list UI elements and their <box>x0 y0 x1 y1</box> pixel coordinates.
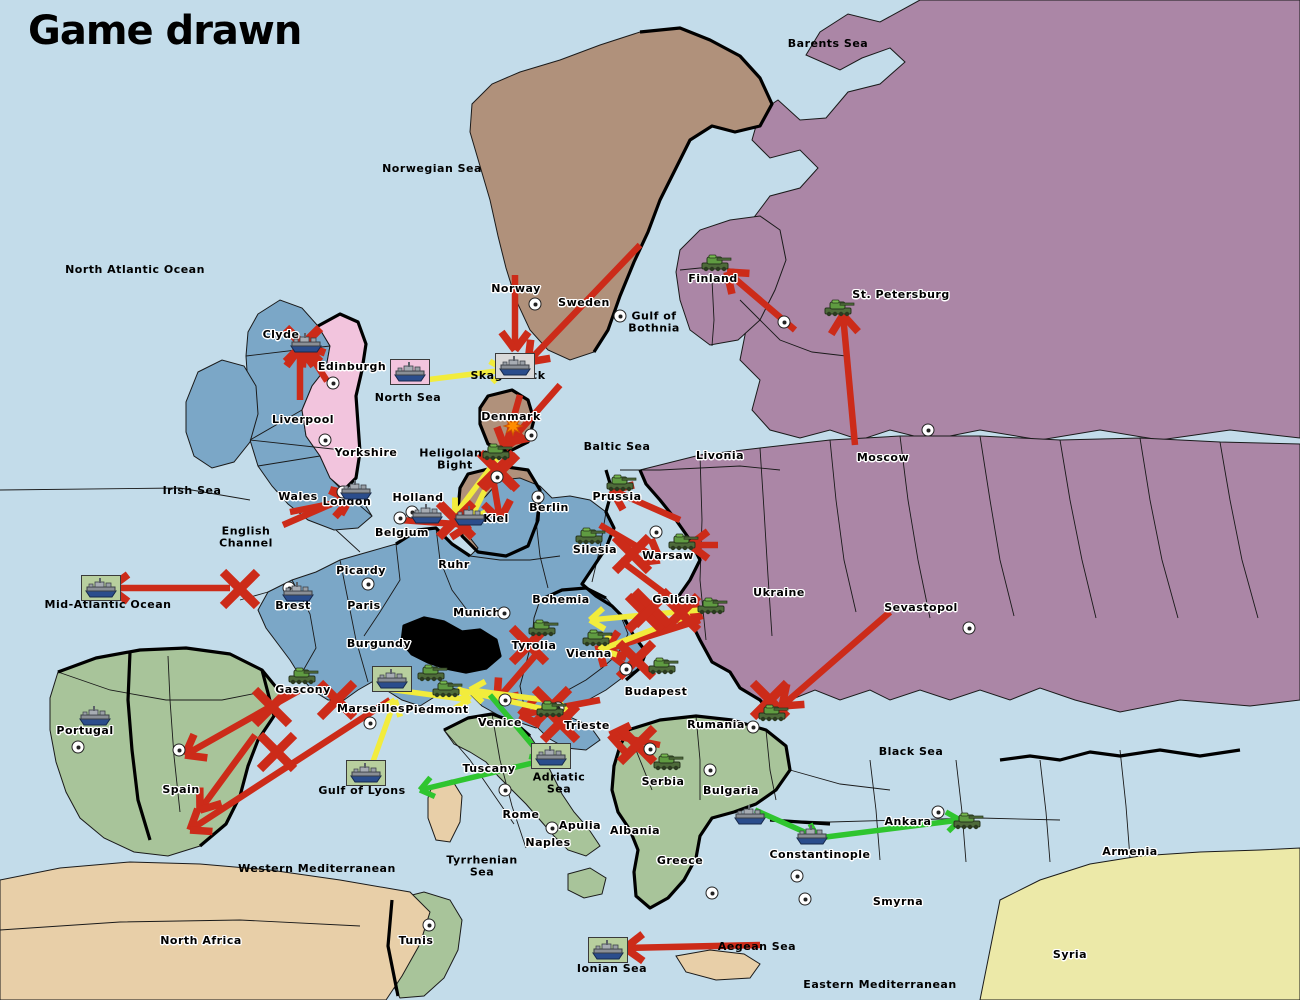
supply-center-dot-sweden <box>613 309 627 323</box>
unit-fleet-brest[interactable] <box>279 580 317 604</box>
unit-army-silesia[interactable] <box>571 523 609 547</box>
supply-center-dot-munich <box>497 606 511 620</box>
unit-army-budapest[interactable] <box>644 653 682 677</box>
unit-army-vienna[interactable] <box>578 625 616 649</box>
unit-army-tyrolia[interactable] <box>524 615 562 639</box>
supply-center-dot-sevastopol <box>962 621 976 635</box>
supply-center-dot-rumania <box>746 720 760 734</box>
supply-center-dot-serbia <box>643 742 657 756</box>
unit-army-denmark[interactable] <box>478 439 516 463</box>
unit-army-gascony[interactable] <box>284 663 322 687</box>
unit-army-rumania[interactable] <box>754 700 792 724</box>
supply-center-dot-constantinople <box>790 869 804 883</box>
unit-army-galicia[interactable] <box>693 593 731 617</box>
supply-center-dot-paris <box>361 577 375 591</box>
supply-center-dot-st-petersburg <box>777 315 791 329</box>
unit-army-venice[interactable] <box>428 676 466 700</box>
unit-fleet-ionian-sea[interactable] <box>588 937 628 963</box>
unit-fleet-portugal[interactable] <box>76 704 114 728</box>
supply-center-dot-smyrna <box>798 892 812 906</box>
unit-army-prussia[interactable] <box>602 470 640 494</box>
unit-fleet-marseilles[interactable] <box>372 666 412 692</box>
unit-army-st-petersburg[interactable] <box>820 295 858 319</box>
supply-center-dot-warsaw <box>649 525 663 539</box>
unit-fleet-constantinople[interactable] <box>793 823 831 847</box>
unit-army-piedmont[interactable] <box>413 660 451 684</box>
supply-center-dot-norway <box>528 297 542 311</box>
unit-fleet-holland[interactable] <box>408 502 446 526</box>
unit-army-serbia[interactable] <box>649 749 687 773</box>
unit-army-ankara[interactable] <box>949 808 987 832</box>
supply-center-dot-venice <box>498 693 512 707</box>
unit-fleet-skagerrack[interactable] <box>495 353 535 379</box>
unit-fleet-north-sea[interactable] <box>390 359 430 385</box>
supply-center-dot-kiel <box>490 470 504 484</box>
supply-center-dot-berlin <box>531 490 545 504</box>
page-title: Game drawn <box>28 8 302 54</box>
unit-fleet-kiel[interactable] <box>451 504 489 528</box>
supply-center-dot-naples <box>545 821 559 835</box>
supply-center-dot-liverpool <box>318 433 332 447</box>
supply-center-dot-bulgaria <box>703 763 717 777</box>
supply-center-dot-greece <box>705 886 719 900</box>
unit-army-warsaw[interactable] <box>664 529 702 553</box>
unit-fleet-clyde[interactable] <box>287 331 325 355</box>
unit-fleet-adriatic-sea[interactable] <box>531 743 571 769</box>
supply-center-dot-spain <box>172 743 186 757</box>
unit-army-trieste[interactable] <box>532 696 570 720</box>
supply-center-dot-edinburgh <box>326 376 340 390</box>
supply-center-dot-rome <box>498 783 512 797</box>
supply-center-dot-budapest <box>619 662 633 676</box>
supply-center-dot-moscow <box>921 423 935 437</box>
unit-army-finland[interactable] <box>697 250 735 274</box>
unit-fleet-mid-atlantic[interactable] <box>81 575 121 601</box>
unit-fleet-bulgaria[interactable] <box>731 803 769 827</box>
unit-fleet-gulf-of-lyons[interactable] <box>346 760 386 786</box>
supply-center-dot-belgium <box>393 511 407 525</box>
supply-center-dot-marseilles <box>363 716 377 730</box>
supply-center-dot-portugal <box>71 740 85 754</box>
unit-fleet-london[interactable] <box>337 478 375 502</box>
supply-center-dot-denmark <box>524 428 538 442</box>
supply-center-dot-ankara <box>931 805 945 819</box>
supply-center-dot-tunis <box>422 918 436 932</box>
